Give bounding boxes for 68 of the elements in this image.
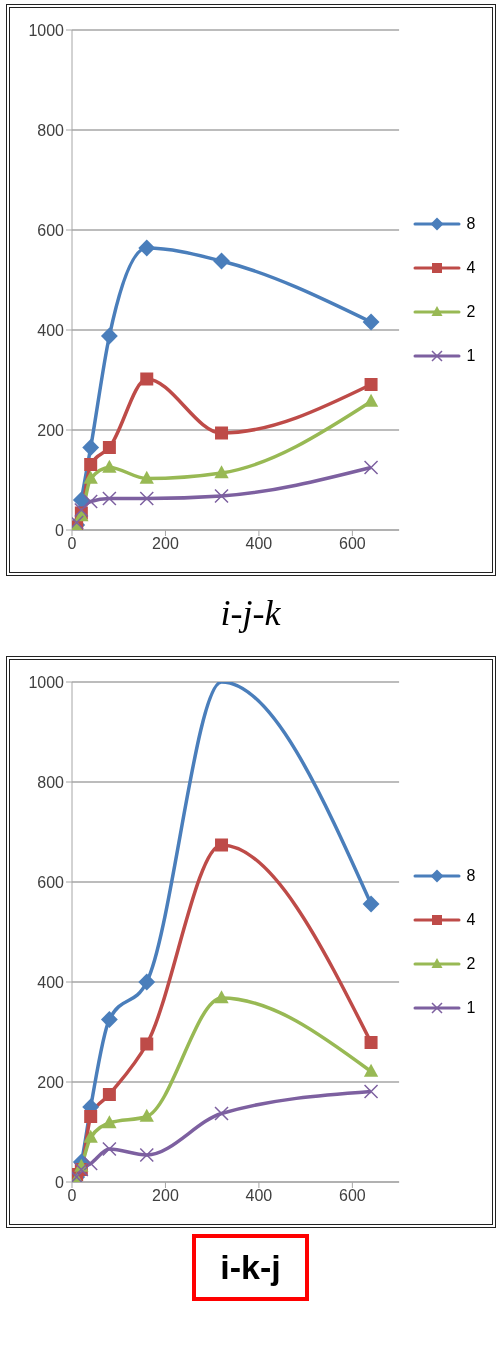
point bbox=[83, 1110, 97, 1123]
point bbox=[101, 491, 117, 506]
point bbox=[101, 1115, 117, 1129]
x-tick-label: 0 bbox=[67, 535, 77, 553]
x-tick-label: 0 bbox=[67, 1187, 77, 1205]
point bbox=[139, 470, 154, 484]
legend-label: 4 bbox=[466, 911, 476, 929]
y-tick-label: 800 bbox=[36, 773, 64, 791]
y-tick-label: 400 bbox=[36, 973, 64, 991]
y-tick-label: 800 bbox=[36, 121, 64, 139]
point bbox=[214, 426, 228, 440]
y-tick-label: 600 bbox=[36, 221, 64, 239]
legend-label: 8 bbox=[466, 867, 476, 885]
x-tick-label: 200 bbox=[151, 1187, 179, 1205]
point bbox=[82, 494, 98, 509]
point bbox=[213, 488, 229, 504]
y-tick-label: 600 bbox=[36, 873, 64, 891]
point bbox=[102, 441, 116, 454]
point bbox=[83, 470, 98, 484]
x-tick-label: 400 bbox=[245, 535, 272, 553]
legend-label: 4 bbox=[466, 259, 476, 277]
point bbox=[137, 239, 155, 257]
point bbox=[100, 327, 118, 345]
point bbox=[214, 838, 228, 852]
y-tick-label: 0 bbox=[54, 1173, 64, 1191]
point bbox=[102, 1088, 116, 1101]
point bbox=[363, 1063, 378, 1077]
x-tick-label: 200 bbox=[151, 535, 179, 553]
point bbox=[101, 1141, 117, 1157]
legend-label: 8 bbox=[466, 215, 476, 233]
point bbox=[363, 1084, 378, 1099]
point bbox=[363, 460, 378, 475]
legend-label: 1 bbox=[466, 347, 476, 365]
point bbox=[83, 1129, 98, 1143]
point bbox=[137, 973, 155, 991]
x-tick-label: 400 bbox=[245, 1187, 272, 1205]
legend-label: 2 bbox=[466, 303, 476, 321]
text: i-j-k bbox=[220, 593, 281, 633]
point bbox=[72, 491, 90, 509]
y-tick-label: 1000 bbox=[27, 21, 64, 39]
point bbox=[139, 1108, 154, 1122]
legend-label: 2 bbox=[466, 955, 476, 973]
point bbox=[100, 1011, 118, 1028]
point bbox=[364, 1036, 378, 1049]
point bbox=[362, 313, 380, 331]
legend-label: 1 bbox=[466, 999, 476, 1017]
y-tick-label: 0 bbox=[54, 521, 64, 539]
point bbox=[362, 895, 380, 913]
y-tick-label: 200 bbox=[36, 1073, 64, 1091]
point bbox=[139, 1037, 153, 1051]
y-tick-label: 200 bbox=[36, 421, 64, 439]
point bbox=[212, 252, 230, 270]
point bbox=[139, 1147, 154, 1163]
point bbox=[364, 378, 378, 391]
y-tick-label: 1000 bbox=[27, 673, 64, 691]
point bbox=[73, 502, 89, 518]
x-tick-label: 600 bbox=[338, 535, 366, 553]
x-tick-label: 600 bbox=[338, 1187, 366, 1205]
point bbox=[83, 458, 97, 471]
point bbox=[213, 1106, 229, 1121]
point bbox=[139, 372, 153, 386]
point bbox=[81, 439, 99, 456]
point bbox=[213, 990, 229, 1004]
point bbox=[213, 465, 229, 479]
point bbox=[101, 459, 117, 473]
y-tick-label: 400 bbox=[36, 321, 64, 339]
point bbox=[139, 491, 154, 506]
text: i-k-j bbox=[220, 1248, 281, 1286]
